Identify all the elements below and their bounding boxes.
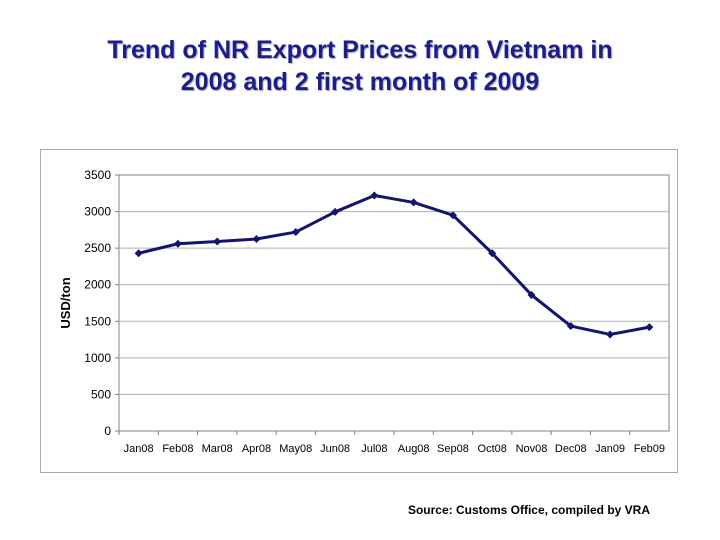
data-point-Jan08: [134, 249, 143, 258]
data-point-May08: [291, 228, 300, 237]
data-point-Mar08: [213, 237, 222, 246]
x-tick-label-May08: May08: [279, 443, 312, 455]
x-tick-label-Aug08: Aug08: [398, 443, 430, 455]
source-note: Source: Customs Office, compiled by VRA: [407, 503, 650, 517]
data-point-Nov08: [527, 290, 536, 299]
data-point-Oct08: [488, 249, 497, 258]
y-tick-label-2500: 2500: [84, 241, 111, 255]
y-tick-label-2000: 2000: [84, 278, 111, 292]
y-tick-label-1500: 1500: [84, 314, 111, 328]
data-point-Feb09: [645, 323, 654, 332]
x-tick-label-Nov08: Nov08: [516, 443, 548, 455]
data-point-Aug08: [409, 198, 418, 207]
x-tick-label-Mar08: Mar08: [202, 443, 233, 455]
y-tick-label-3000: 3000: [84, 205, 111, 219]
data-point-Jul08: [370, 191, 379, 200]
data-point-Jun08: [331, 207, 340, 216]
x-tick-label-Jan08: Jan08: [124, 443, 154, 455]
slide-title: Trend of NR Export Prices from Vietnam i…: [40, 34, 680, 98]
x-tick-label-Oct08: Oct08: [478, 443, 507, 455]
data-point-Feb08: [173, 239, 182, 248]
gridlines: [115, 174, 669, 435]
y-axis-label: USD/ton: [58, 277, 73, 328]
title-line-1: Trend of NR Export Prices from Vietnam i…: [107, 36, 613, 64]
y-tick-labels: 0 500 1000 1500 2000 2500 3000 3500: [84, 168, 111, 438]
x-tick-label-Sep08: Sep08: [437, 443, 469, 455]
x-tick-label-Feb08: Feb08: [162, 443, 193, 455]
title-line-2: 2008 and 2 first month of 2009: [180, 68, 540, 96]
data-point-Dec08: [566, 322, 575, 331]
data-point-Jan09: [606, 330, 615, 339]
y-tick-label-3500: 3500: [84, 168, 111, 182]
y-tick-label-500: 500: [91, 387, 111, 401]
data-point-Apr08: [252, 235, 261, 243]
x-tick-label-Jan09: Jan09: [595, 443, 625, 455]
x-tick-labels: Jan08 Feb08 Mar08 Apr08 May08 Jun08 Jul08 Aug08…: [124, 443, 665, 455]
data-point-Sep08: [448, 211, 457, 220]
x-tick-label-Jul08: Jul08: [361, 443, 387, 455]
y-tick-label-1000: 1000: [84, 351, 111, 365]
series-layer: [134, 191, 654, 339]
x-tick-label-Apr08: Apr08: [242, 443, 271, 455]
x-tick-label-Jun08: Jun08: [320, 443, 350, 455]
plot-area: [118, 174, 670, 432]
x-tick-label-Feb09: Feb09: [634, 443, 665, 455]
y-tick-label-0: 0: [104, 424, 111, 438]
x-tick-label-Dec08: Dec08: [555, 443, 587, 455]
series-line-0: [138, 193, 650, 336]
